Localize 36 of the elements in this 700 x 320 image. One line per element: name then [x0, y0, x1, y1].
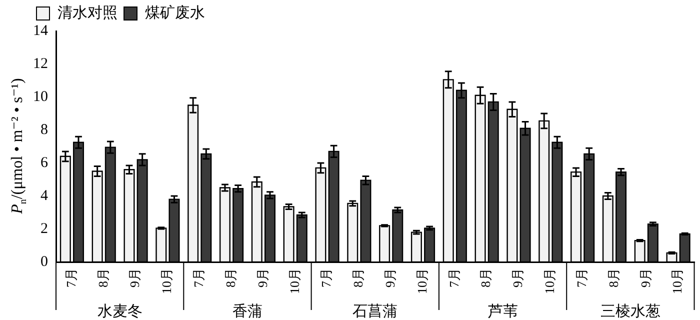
x-tick-label: 7月	[574, 268, 589, 288]
x-tick-label: 7月	[446, 268, 462, 288]
x-tick-label: 10月	[670, 268, 685, 294]
y-tick-label: 10	[33, 88, 48, 105]
y-tick-label: 14	[33, 22, 48, 39]
x-tick-label: 9月	[254, 268, 270, 288]
y-tick-label: 0	[40, 254, 48, 270]
text: 芦苇	[488, 303, 518, 320]
y-tick-label: 2	[40, 220, 48, 237]
x-tick-label: 10月	[414, 268, 430, 294]
y-tick-label: 6	[40, 154, 48, 171]
y-tick-label: 4	[40, 188, 48, 204]
legend-label: 煤矿废水	[145, 4, 205, 22]
x-tick-label: 8月	[222, 268, 238, 288]
x-tick-label: 8月	[95, 268, 110, 288]
x-tick-label: 10月	[286, 268, 302, 294]
text: 香蒲	[232, 303, 262, 320]
x-tick-label: 9月	[127, 268, 142, 288]
x-tick-label: 9月	[638, 268, 653, 288]
x-tick-label: 9月	[510, 268, 526, 288]
x-tick-label: 8月	[350, 268, 366, 288]
y-axis-title: Pn/(μmol • m⁻² • s⁻¹)	[9, 78, 29, 215]
y-tick-label: 8	[40, 122, 48, 138]
text: 石菖蒲	[352, 303, 398, 320]
text: 三棱水葱	[600, 303, 660, 320]
legend-label: 清水对照	[58, 4, 118, 22]
y-tick-label: 12	[33, 56, 48, 72]
x-tick-label: 10月	[159, 268, 174, 294]
x-tick-label: 8月	[606, 268, 621, 288]
x-tick-label: 7月	[318, 268, 334, 288]
x-tick-label: 9月	[382, 268, 398, 288]
x-tick-label: 7月	[191, 268, 206, 288]
x-tick-label: 7月	[63, 268, 78, 288]
x-tick-label: 8月	[478, 268, 494, 288]
x-tick-label: 10月	[542, 268, 558, 294]
text: 水麦冬	[97, 303, 142, 320]
